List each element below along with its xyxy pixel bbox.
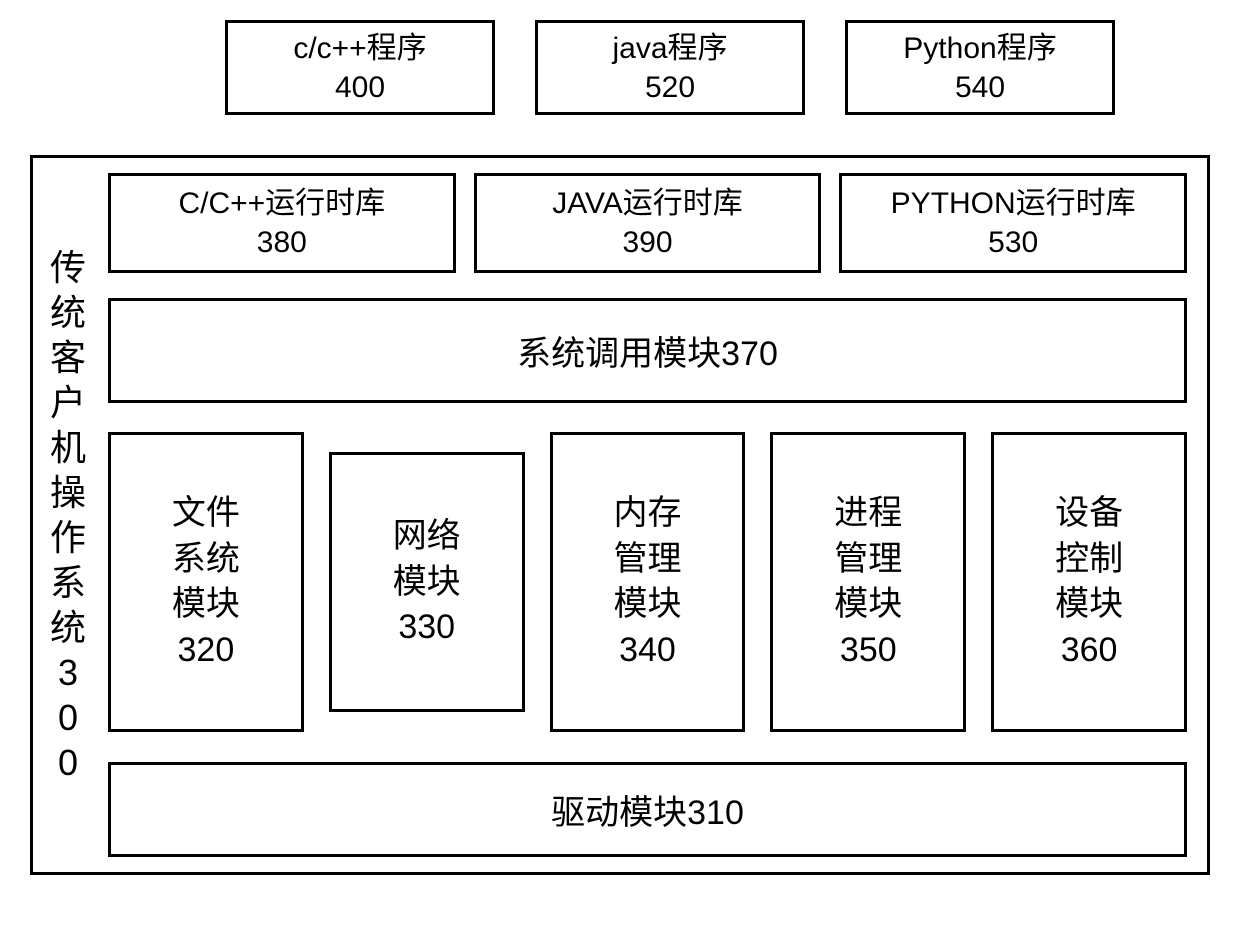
driver-module: 驱动模块310 xyxy=(108,762,1187,857)
program-id: 520 xyxy=(645,68,695,107)
program-label: Python程序 xyxy=(903,29,1056,68)
module-device: 设备 控制 模块 360 xyxy=(991,432,1187,732)
program-label: c/c++程序 xyxy=(293,29,426,68)
runtime-id: 530 xyxy=(988,223,1038,262)
os-content-area: C/C++运行时库 380 JAVA运行时库 390 PYTHON运行时库 53… xyxy=(108,173,1187,857)
program-label: java程序 xyxy=(612,29,727,68)
os-container-label: 传 统 客 户 机 操 作 系 统 3 0 0 xyxy=(43,173,93,857)
module-memory: 内存 管理 模块 340 xyxy=(550,432,746,732)
runtime-java: JAVA运行时库 390 xyxy=(474,173,822,273)
runtime-label: JAVA运行时库 xyxy=(552,184,743,223)
module-network: 网络 模块 330 xyxy=(329,452,525,712)
runtime-id: 380 xyxy=(257,223,307,262)
runtime-label: PYTHON运行时库 xyxy=(891,184,1136,223)
module-process: 进程 管理 模块 350 xyxy=(770,432,966,732)
syscall-label: 系统调用模块370 xyxy=(517,326,778,375)
program-id: 540 xyxy=(955,68,1005,107)
program-id: 400 xyxy=(335,68,385,107)
module-filesystem: 文件 系统 模块 320 xyxy=(108,432,304,732)
runtime-python: PYTHON运行时库 530 xyxy=(839,173,1187,273)
program-python: Python程序 540 xyxy=(845,20,1115,115)
kernel-modules-row: 文件 系统 模块 320 网络 模块 330 内存 管理 模块 340 xyxy=(108,428,1187,737)
syscall-module: 系统调用模块370 xyxy=(108,298,1187,403)
top-programs-row: c/c++程序 400 java程序 520 Python程序 540 xyxy=(30,20,1210,115)
program-java: java程序 520 xyxy=(535,20,805,115)
runtime-label: C/C++运行时库 xyxy=(178,184,385,223)
runtime-c-cpp: C/C++运行时库 380 xyxy=(108,173,456,273)
program-c-cpp: c/c++程序 400 xyxy=(225,20,495,115)
os-container: 传 统 客 户 机 操 作 系 统 3 0 0 C/C++运行时库 380 JA… xyxy=(30,155,1210,875)
runtime-id: 390 xyxy=(622,223,672,262)
runtime-row: C/C++运行时库 380 JAVA运行时库 390 PYTHON运行时库 53… xyxy=(108,173,1187,273)
driver-label: 驱动模块310 xyxy=(551,785,744,834)
